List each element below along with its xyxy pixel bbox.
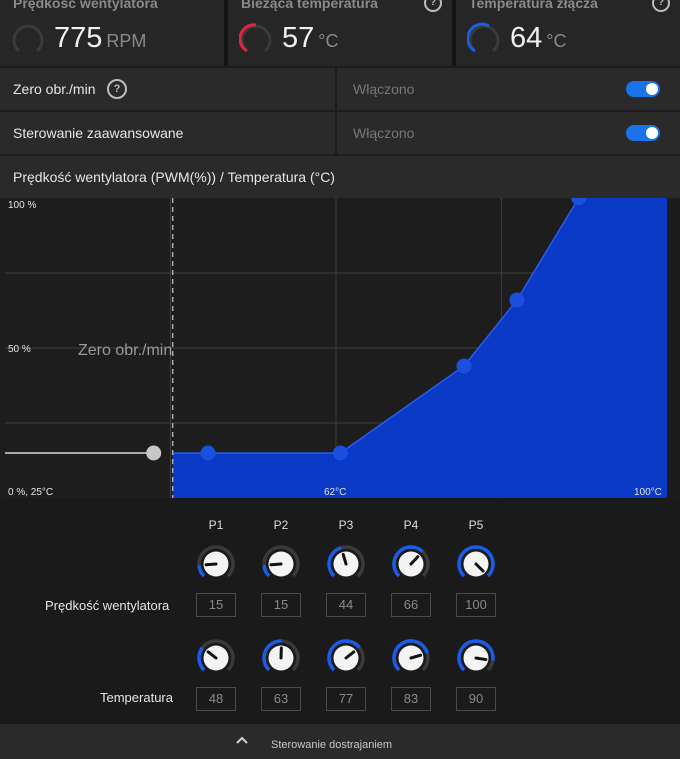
current-temp-card: Bieżąca temperatura ? 57 °C xyxy=(228,0,452,66)
temperature-knob[interactable] xyxy=(196,638,236,678)
fan-speed-knob[interactable] xyxy=(456,544,496,584)
chevron-up-icon[interactable] xyxy=(236,734,248,746)
fan-speed-input[interactable]: 100 xyxy=(456,593,496,617)
fan-speed-input[interactable]: 15 xyxy=(261,593,301,617)
curve-point[interactable] xyxy=(509,292,525,308)
temperature-knob[interactable] xyxy=(326,638,366,678)
fan-curve-chart[interactable]: 100 % 50 % 0 %, 25°C 62°C 100°C Zero obr… xyxy=(5,198,667,498)
advanced-label-cell: Sterowanie zaawansowane xyxy=(0,112,335,154)
curve-point[interactable] xyxy=(332,445,348,461)
fan-speed-input[interactable]: 15 xyxy=(196,593,236,617)
fan-speed-controls-label: Prędkość wentylatora xyxy=(45,598,170,613)
card-title: Bieżąca temperatura xyxy=(241,0,378,11)
temperature-controls-label: Temperatura xyxy=(100,690,173,705)
zero-rpm-value-cell: Włączono xyxy=(337,68,680,110)
zero-rpm-label-cell: Zero obr./min ? xyxy=(0,68,335,110)
toggle-knob xyxy=(646,127,658,139)
fan-speed-gauge-icon xyxy=(12,24,44,53)
help-icon[interactable]: ? xyxy=(652,0,670,12)
fan-speed-knob[interactable] xyxy=(261,544,301,584)
zero-rpm-toggle[interactable] xyxy=(626,81,660,97)
y-tick-label: 100 % xyxy=(8,200,37,211)
point-label: P5 xyxy=(468,518,484,532)
fan-speed-input[interactable]: 44 xyxy=(326,593,366,617)
fine-tune-controls: Prędkość wentylatora Temperatura P1 15 48 P… xyxy=(0,498,680,724)
temperature-knob[interactable] xyxy=(261,638,301,678)
fan-curve-svg[interactable] xyxy=(5,198,667,498)
zero-rpm-status: Włączono xyxy=(353,81,415,97)
temperature-input[interactable]: 83 xyxy=(391,687,431,711)
advanced-control-label: Sterowanie zaawansowane xyxy=(13,125,184,141)
x-tick-label: 100°C xyxy=(634,487,662,498)
point-label: P3 xyxy=(338,518,354,532)
current-temp-value: 57 °C xyxy=(282,22,339,54)
y-tick-label: 50 % xyxy=(8,344,31,355)
zero-rpm-zone-label: Zero obr./min xyxy=(78,342,173,359)
advanced-value-cell: Włączono xyxy=(337,112,680,154)
temperature-knob[interactable] xyxy=(456,638,496,678)
card-title: Prędkość wentylatora xyxy=(13,0,158,11)
fan-curve-area xyxy=(172,198,667,498)
temperature-input[interactable]: 63 xyxy=(261,687,301,711)
temperature-knob[interactable] xyxy=(391,638,431,678)
curve-point[interactable] xyxy=(200,445,216,461)
fine-tune-label[interactable]: Sterowanie dostrajaniem xyxy=(271,739,393,751)
status-cards: Prędkość wentylatora 775 RPM Bieżąca temp… xyxy=(0,0,680,66)
advanced-control-status: Włączono xyxy=(353,125,415,141)
junction-temp-gauge-icon xyxy=(467,22,500,53)
zero-rpm-row: Zero obr./min ? Włączono xyxy=(0,68,680,110)
fan-speed-card: Prędkość wentylatora 775 RPM xyxy=(0,0,224,66)
curve-point[interactable] xyxy=(571,198,587,206)
fan-speed-knob[interactable] xyxy=(326,544,366,584)
chart-title: Prędkość wentylatora (PWM(%)) / Temperat… xyxy=(13,169,335,185)
fan-speed-knob[interactable] xyxy=(196,544,236,584)
point-label: P1 xyxy=(208,518,224,532)
help-icon[interactable]: ? xyxy=(107,79,127,99)
point-label: P4 xyxy=(403,518,419,532)
junction-temp-card: Temperatura złącza ? 64 °C xyxy=(456,0,680,66)
fan-speed-knob[interactable] xyxy=(391,544,431,584)
temperature-input[interactable]: 90 xyxy=(456,687,496,711)
temperature-input[interactable]: 77 xyxy=(326,687,366,711)
card-title: Temperatura złącza xyxy=(469,0,598,11)
advanced-control-row: Sterowanie zaawansowane Włączono xyxy=(0,112,680,154)
x-tick-label: 0 %, 25°C xyxy=(8,487,54,498)
toggle-knob xyxy=(646,83,658,95)
help-icon[interactable]: ? xyxy=(424,0,442,12)
point-label: P2 xyxy=(273,518,289,532)
advanced-control-toggle[interactable] xyxy=(626,125,660,141)
current-temp-gauge-icon xyxy=(239,23,272,53)
fan-speed-input[interactable]: 66 xyxy=(391,593,431,617)
fine-tune-footer[interactable]: Sterowanie dostrajaniem xyxy=(0,724,680,759)
chart-header: Prędkość wentylatora (PWM(%)) / Temperat… xyxy=(0,156,680,198)
curve-point[interactable] xyxy=(456,358,472,374)
junction-temp-value: 64 °C xyxy=(510,22,567,54)
temperature-input[interactable]: 48 xyxy=(196,687,236,711)
x-tick-label: 62°C xyxy=(324,487,347,498)
zero-rpm-handle[interactable] xyxy=(146,445,162,461)
zero-rpm-label: Zero obr./min xyxy=(13,81,96,97)
fan-speed-value: 775 RPM xyxy=(54,22,147,54)
